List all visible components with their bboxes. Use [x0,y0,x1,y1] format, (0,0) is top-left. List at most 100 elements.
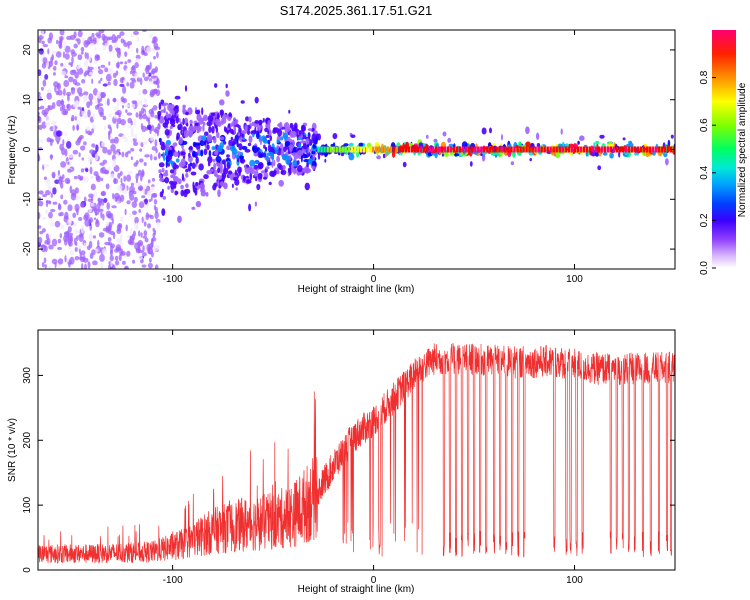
spectrogram-cell [284,129,289,133]
spectrogram-xtick-label: 0 [371,274,377,285]
spectrogram-cell [303,159,310,163]
spectrogram-cell [276,145,280,150]
spectrogram-cell [100,191,106,196]
spectrogram-cell [251,121,255,127]
spectrogram-cell [237,143,240,147]
colorbar: 0.0 0.2 0.4 0.6 0.8 Normalized spectral ampl… [699,30,748,275]
spectrogram-cell [536,132,540,140]
spectrogram-cell [257,173,263,180]
spectrogram-cell [83,72,87,77]
spectrogram-carrier-cell [597,146,601,153]
spectrogram-cell [69,232,73,236]
spectrogram-cell [78,217,83,221]
spectrogram-cell [95,248,99,253]
spectrogram-carrier-cell [540,146,543,153]
spectrogram-ylabel: Frequency (Hz) [7,116,18,185]
spectrogram-cell [152,89,158,94]
spectrogram-cell [94,55,100,61]
spectrogram-cell [255,176,258,182]
spectrogram-cell [98,80,101,84]
spectrogram-cell [101,141,106,147]
spectrogram-carrier-cell [570,146,573,153]
spectrogram-cell [61,110,68,116]
spectrogram-xlabel: Height of straight line (km) [298,284,415,295]
spectrogram-cell [248,135,253,143]
spectrogram-cell [159,141,165,146]
spectrogram-cell [269,147,275,152]
spectrogram-cell [170,160,174,167]
spectrogram-cell [140,50,146,56]
spectrogram-cell [71,56,74,65]
spectrogram-cell [46,238,51,246]
spectrogram-cell [152,192,158,198]
spectrogram-cell [38,236,43,244]
spectrogram-cell [177,150,180,159]
snr-panel: -100 0 100 0 100 200 300 Height of straight li… [7,329,676,595]
spectrogram-cell [234,169,237,176]
spectrogram-cell [111,205,117,209]
spectrogram-cell [122,79,129,84]
spectrogram-cell [282,154,288,161]
spectrogram-cell [332,133,338,140]
spectrogram-cell [138,201,145,209]
spectrogram-cell [51,258,58,265]
spectrogram-cell [348,153,355,161]
spectrogram-cell [81,157,85,161]
spectrogram-cell [447,137,452,143]
spectrogram-cell [108,44,113,52]
spectrogram-cell [217,145,223,153]
spectrogram-cell [77,87,83,95]
spectrogram-cell [100,77,103,82]
spectrogram-carrier-cell [537,146,540,153]
spectrogram-cell [214,150,219,156]
spectrogram-carrier-cell [567,146,570,153]
spectrogram-cell [211,146,216,151]
spectrogram-cell [90,183,96,191]
spectrogram-cell [276,155,280,163]
spectrogram-cell [145,65,150,69]
spectrogram-cell [75,235,79,241]
spectrogram-cell [311,127,315,132]
spectrogram-cell [146,214,152,218]
spectrogram-carrier-cell [386,146,390,153]
spectrogram-cell [127,239,133,245]
spectrogram-cell [40,105,45,110]
spectrogram-cell [152,105,158,111]
spectrogram-cell [237,151,241,155]
spectrogram-cell [185,183,189,189]
spectrogram-cell [98,107,104,115]
spectrogram-cell [159,191,164,198]
spectrogram-cell [189,119,193,125]
spectrogram-cell [244,124,248,132]
spectrogram-cell [98,103,103,107]
spectrogram-cell [47,48,50,55]
spectrogram-cell [72,212,77,218]
spectrogram-cell [618,151,621,158]
spectrogram-cell [135,247,139,252]
spectrogram-cell [302,154,308,159]
spectrogram-cell [85,168,89,173]
spectrogram-cell [208,125,212,134]
spectrogram-cell [131,79,137,83]
spectrogram-cell [48,265,52,269]
spectrogram-cell [123,42,128,48]
spectrogram-cell [165,148,168,155]
spectrogram-cell [154,211,159,220]
spectrogram-cell [223,126,227,132]
spectrogram-cell [63,199,68,205]
spectrogram-cell [124,51,128,57]
spectrogram-cell [249,167,255,175]
spectrogram-cell [110,144,116,152]
spectrogram-cell [147,179,151,184]
spectrogram-cell [358,142,364,147]
spectrogram-cell [142,72,145,78]
spectrogram-cell [46,92,52,100]
spectrogram-cell [149,257,152,263]
spectrogram-cell [114,260,120,266]
spectrogram-cell [150,75,157,79]
spectrogram-cell [153,198,158,205]
spectrogram-cell [64,45,71,53]
spectrogram-cell [38,106,42,110]
spectrogram-cell [57,89,63,96]
spectrogram-cell [125,266,128,269]
